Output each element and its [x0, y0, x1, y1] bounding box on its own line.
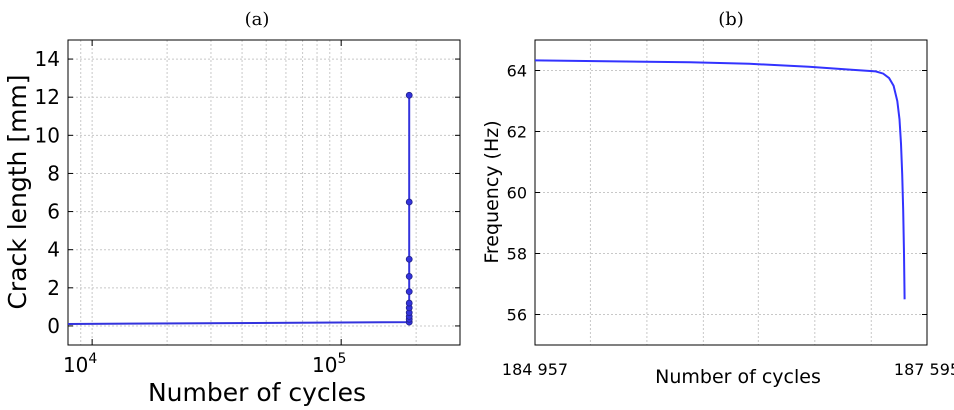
x-tick-exponent: 4 — [88, 351, 97, 367]
x-tick-label: 105 — [312, 351, 346, 377]
data-point — [405, 91, 413, 99]
x-ticks-a: 104 105 — [63, 40, 346, 377]
y-tick-label: 60 — [507, 184, 527, 203]
y-ticks-b: 56 58 60 62 64 — [507, 62, 927, 325]
data-point — [405, 272, 413, 280]
data-point — [405, 255, 413, 263]
x-tick-label: 184 957 — [502, 360, 568, 379]
frequency-line — [534, 59, 906, 300]
y-tick-label: 4 — [47, 238, 60, 262]
y-tick-label: 62 — [507, 123, 527, 142]
y-tick-label: 10 — [35, 123, 60, 147]
chart-b: (b) 56 58 60 62 64 184 957 187 595 Number of … — [481, 9, 954, 388]
panel-label-b: (b) — [718, 9, 744, 30]
x-tick-exponent: 5 — [337, 351, 346, 367]
data-point — [405, 288, 413, 296]
grid-b — [535, 40, 927, 345]
data-point — [405, 198, 413, 206]
x-axis-title-b: Number of cycles — [655, 366, 821, 388]
x-axis-title-a: Number of cycles — [148, 378, 366, 407]
plot-frame-a — [67, 39, 461, 346]
x-tick-label: 104 — [63, 351, 97, 377]
y-axis-title-b: Frequency (Hz) — [481, 120, 503, 263]
y-axis-title-a: Crack length [mm] — [3, 74, 32, 309]
y-tick-label: 8 — [47, 161, 60, 185]
series-b — [534, 59, 906, 300]
y-tick-label: 14 — [35, 47, 60, 71]
y-tick-label: 0 — [47, 314, 60, 338]
x-tick-label: 187 595 — [894, 360, 954, 379]
grid-a — [68, 40, 460, 345]
y-tick-label: 58 — [507, 245, 527, 264]
y-tick-label: 64 — [507, 62, 527, 81]
y-tick-label: 6 — [47, 200, 60, 224]
y-ticks-a: 0 2 4 6 8 10 12 14 — [35, 47, 460, 338]
panel-label-a: (a) — [245, 9, 270, 30]
y-tick-label: 56 — [507, 306, 527, 325]
x-ticks-b: 184 957 187 595 — [502, 339, 954, 379]
series-a — [67, 91, 413, 326]
y-tick-label: 2 — [47, 276, 60, 300]
crack-length-line — [67, 95, 411, 325]
data-point — [405, 299, 413, 307]
y-tick-label: 12 — [35, 85, 60, 109]
